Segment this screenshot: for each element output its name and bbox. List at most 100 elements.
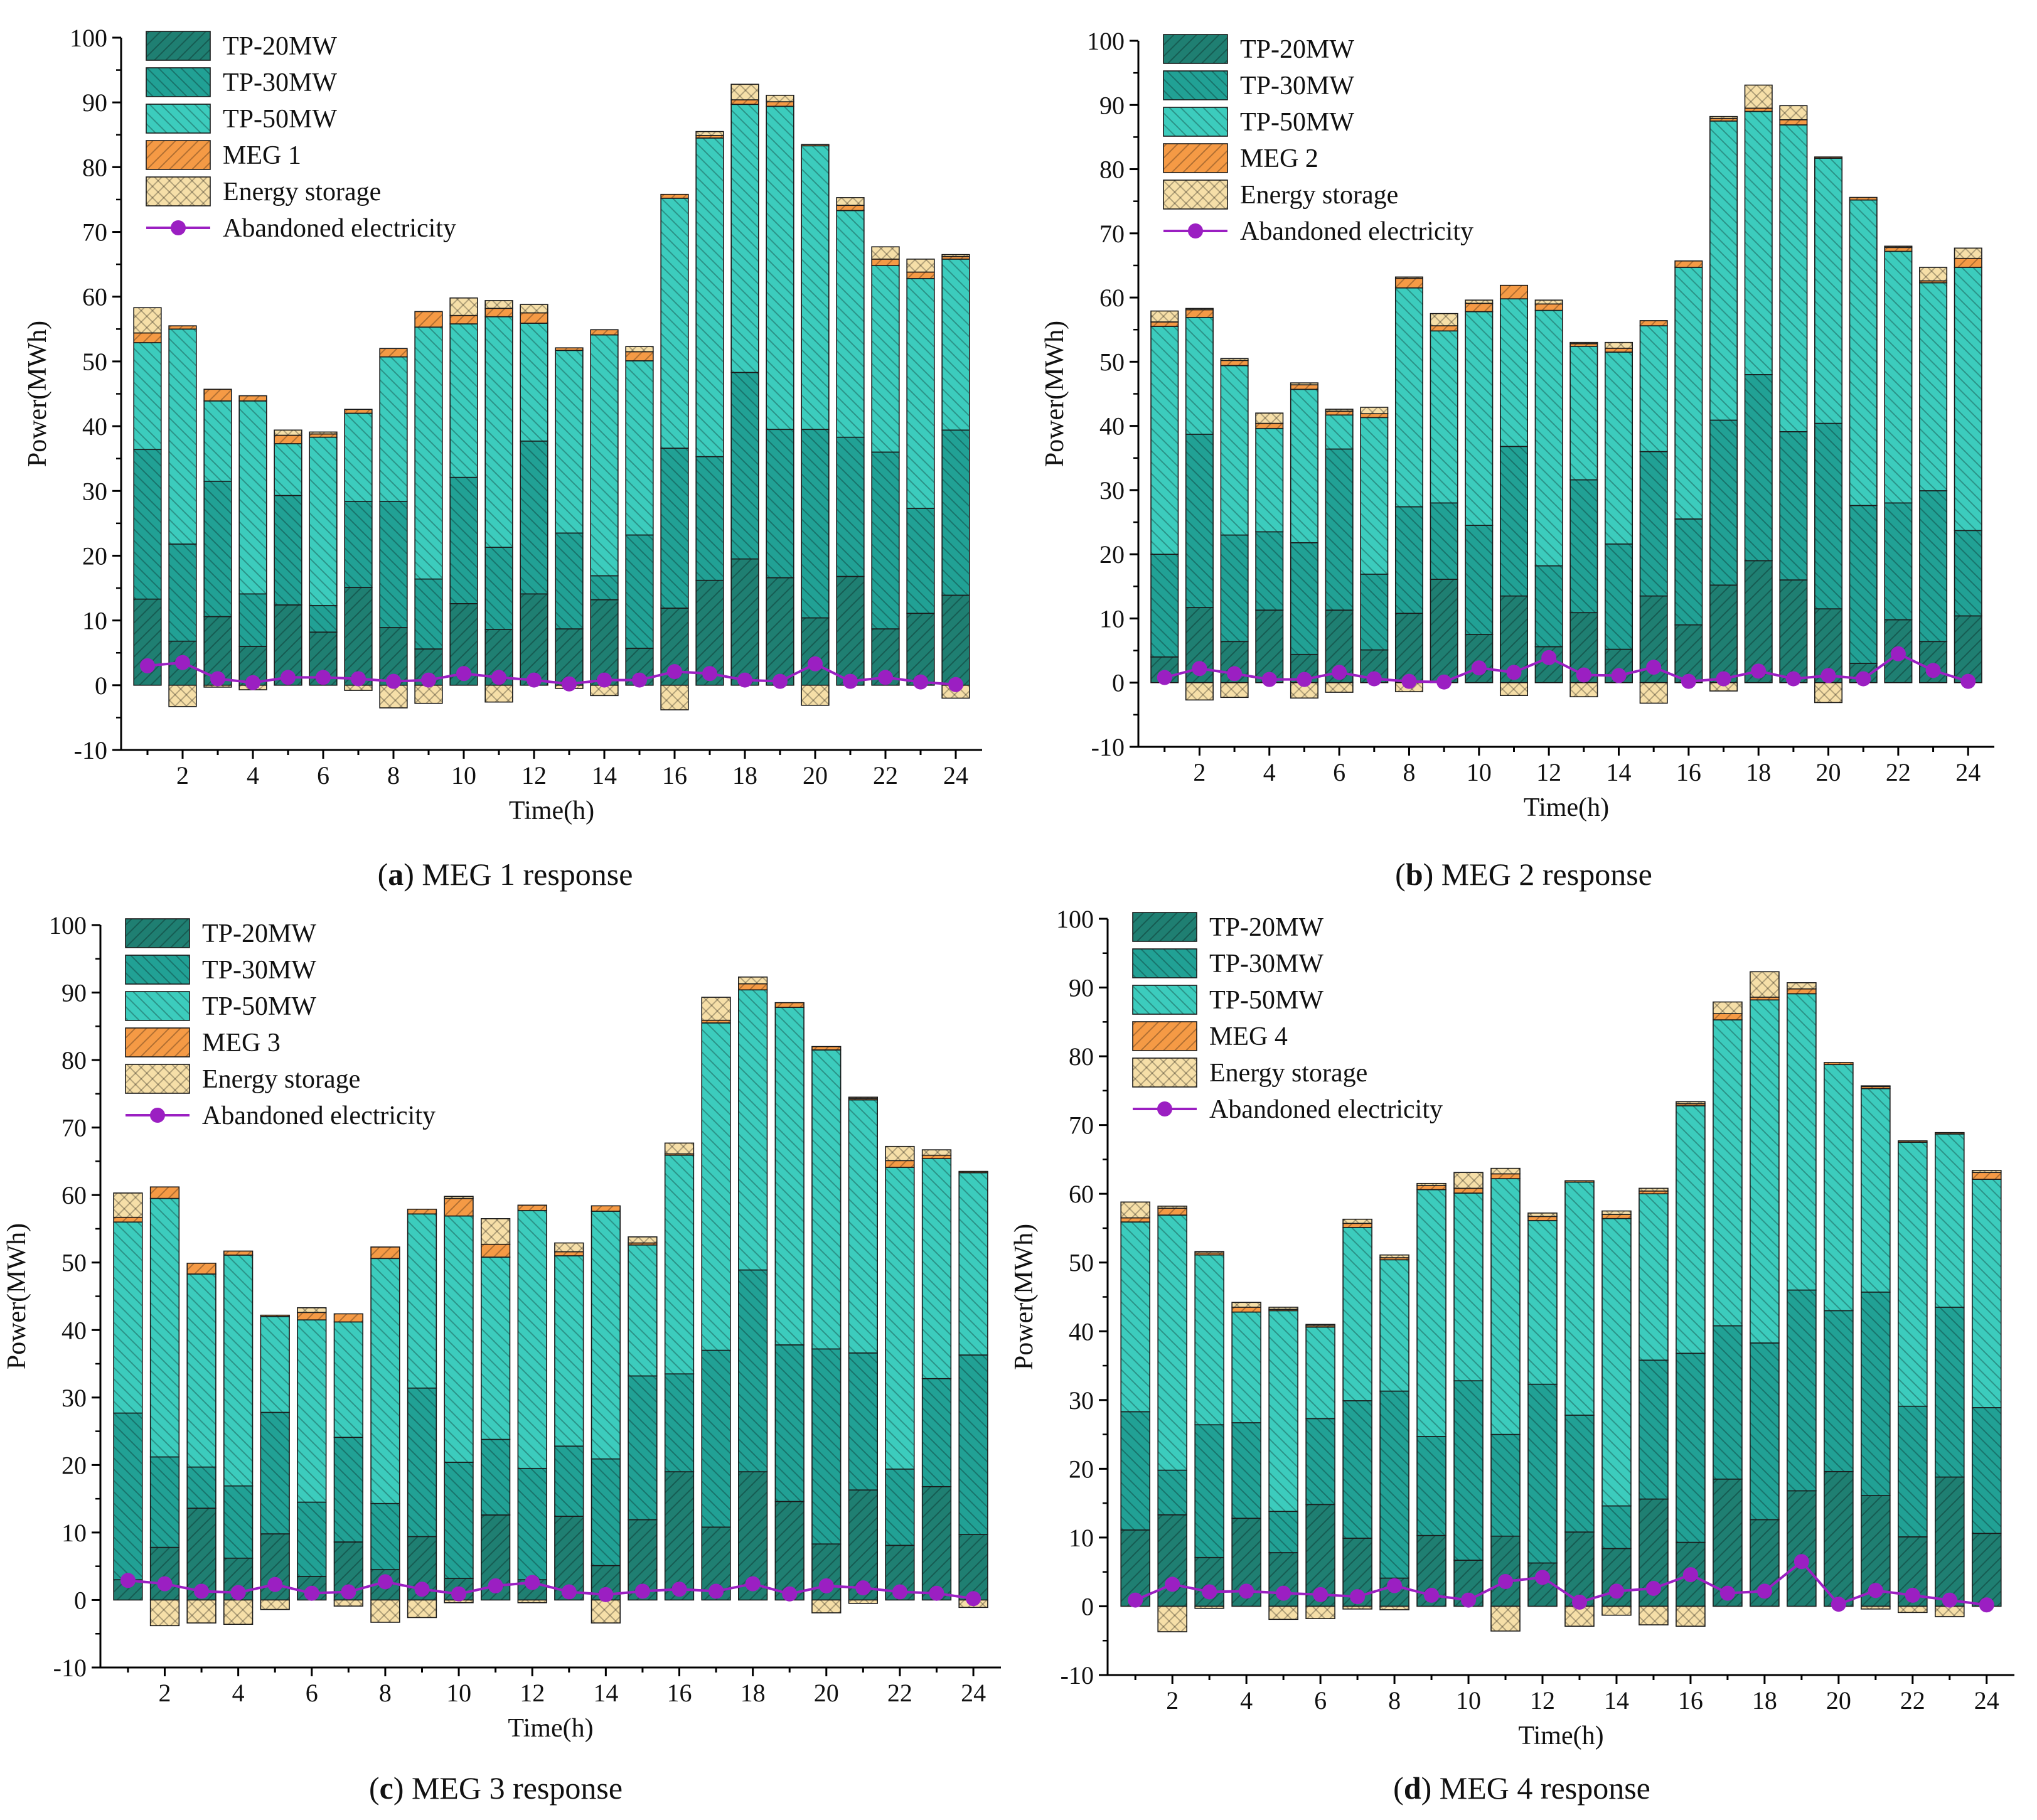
bar-tp-50mw-h20 — [801, 145, 830, 431]
legend-swatch-1 — [146, 31, 211, 61]
bar-tp-20mw-h18 — [730, 558, 759, 686]
bar-tp-30mw-h24 — [958, 1354, 988, 1535]
bar-tp-50mw-h8 — [1379, 1259, 1409, 1392]
abandoned-electricity-point-h8 — [1387, 1578, 1403, 1593]
y-tick-label: 100 — [1056, 905, 1094, 933]
bar-meg-4-h12 — [1527, 1216, 1558, 1221]
bar-tp-50mw-h12 — [1534, 309, 1563, 567]
bar-meg-3-h14 — [591, 1205, 621, 1212]
bar-energy-storage-charging-h14 — [1601, 1605, 1632, 1616]
bar-meg-3-h12 — [517, 1204, 547, 1211]
legend-label-2: TP-30MW — [1240, 72, 1354, 100]
bar-tp-50mw-h13 — [1564, 1181, 1595, 1416]
bar-energy-storage-h19 — [1779, 105, 1808, 120]
bar-tp-50mw-h4 — [1231, 1311, 1261, 1423]
abandoned-electricity-point-h6 — [1313, 1587, 1329, 1602]
bar-meg-3-h4 — [223, 1250, 254, 1256]
bar-tp-50mw-h6 — [309, 436, 338, 606]
bar-tp-30mw-h22 — [1898, 1405, 1928, 1538]
bar-energy-storage-charging-h7 — [1342, 1605, 1372, 1610]
panel-caption: (d) MEG 4 response — [1393, 1770, 1650, 1806]
x-tick-label: 20 — [1826, 1686, 1851, 1715]
bar-meg-4-h11 — [1490, 1173, 1521, 1179]
abandoned-electricity-point-h8 — [1401, 673, 1417, 689]
bar-tp-20mw-h8 — [1394, 613, 1423, 683]
bar-tp-50mw-h9 — [1416, 1189, 1446, 1437]
x-tick-label: 20 — [814, 1679, 839, 1707]
legend-label-1: TP-20MW — [1209, 913, 1323, 942]
bar-tp-30mw-h16 — [660, 447, 689, 609]
panel-caption: (b) MEG 2 response — [1395, 857, 1652, 892]
bar-tp-50mw-h5 — [1268, 1310, 1298, 1512]
legend-label-6: Abandoned electricity — [1209, 1095, 1443, 1124]
bar-meg-4-h9 — [1416, 1185, 1446, 1191]
bar-tp-30mw-h14 — [591, 1458, 621, 1566]
bar-tp-30mw-h10 — [449, 476, 478, 604]
caption-paren-open: ( — [378, 857, 388, 892]
bar-energy-storage-h8 — [1379, 1254, 1409, 1258]
bar-energy-storage-charging-h5 — [1268, 1605, 1298, 1620]
panel-caption: (c) MEG 3 response — [369, 1770, 623, 1806]
bar-meg-2-h6 — [1325, 410, 1354, 416]
x-tick-label: 18 — [1746, 758, 1771, 786]
legend-swatch-2 — [1163, 70, 1228, 100]
bar-tp-30mw-h1 — [113, 1412, 143, 1580]
bar-meg-3-h22 — [885, 1160, 915, 1168]
bar-tp-50mw-h7 — [1360, 417, 1389, 575]
abandoned-electricity-point-h4 — [245, 675, 260, 690]
y-tick-label: -10 — [53, 1654, 87, 1682]
bar-tp-30mw-h4 — [223, 1485, 254, 1559]
bar-tp-20mw-h16 — [1674, 624, 1703, 683]
bar-meg-1-h9 — [414, 311, 443, 328]
bar-meg-1-h22 — [871, 259, 900, 266]
bar-meg-1-h18 — [730, 99, 759, 105]
legend-label-2: TP-30MW — [202, 956, 316, 985]
abandoned-electricity-point-h23 — [1942, 1592, 1957, 1608]
bar-meg-1-h4 — [238, 395, 267, 402]
abandoned-electricity-point-h12 — [525, 1575, 540, 1590]
bar-energy-storage-h9 — [1430, 313, 1458, 326]
bar-meg-2-h24 — [1954, 257, 1982, 268]
bar-tp-30mw-h8 — [370, 1502, 400, 1570]
bar-tp-50mw-h12 — [517, 1210, 547, 1469]
bar-tp-30mw-h6 — [1305, 1418, 1335, 1506]
bar-energy-storage-h12 — [520, 304, 548, 314]
abandoned-electricity-point-h19 — [1785, 671, 1801, 687]
bar-tp-30mw-h18 — [1744, 374, 1773, 562]
bar-energy-storage-charging-h23 — [1934, 1605, 1965, 1617]
abandoned-electricity-point-h16 — [667, 664, 682, 680]
bar-tp-50mw-h3 — [186, 1273, 217, 1468]
bar-energy-storage-h5 — [1290, 382, 1318, 385]
bar-tp-30mw-h9 — [407, 1387, 437, 1538]
bar-tp-30mw-h13 — [555, 532, 584, 629]
bar-energy-storage-h7 — [1342, 1218, 1372, 1224]
bar-meg-1-h7 — [344, 409, 373, 414]
abandoned-electricity-point-h3 — [1227, 666, 1243, 682]
bar-energy-storage-h3 — [1194, 1251, 1224, 1254]
bar-energy-storage-h13 — [554, 1242, 584, 1253]
bar-tp-50mw-h2 — [149, 1197, 180, 1458]
bar-meg-3-h6 — [297, 1312, 327, 1320]
y-tick-label: 60 — [1099, 284, 1125, 312]
bar-meg-3-h8 — [370, 1246, 400, 1260]
y-tick-label: 80 — [1069, 1042, 1094, 1071]
bar-tp-50mw-h22 — [1884, 250, 1913, 504]
y-tick-label: 10 — [1069, 1524, 1094, 1552]
bar-energy-storage-h24 — [1954, 247, 1982, 259]
bar-tp-30mw-h21 — [848, 1352, 878, 1491]
legend-swatch-5 — [1132, 1057, 1197, 1088]
bar-tp-50mw-h23 — [921, 1158, 952, 1379]
caption-text: MEG 1 response — [414, 857, 633, 892]
bar-energy-storage-charging-h4 — [223, 1599, 254, 1625]
y-tick-label: 90 — [1069, 974, 1094, 1002]
bar-meg-2-h7 — [1360, 413, 1389, 419]
bar-tp-30mw-h7 — [1360, 574, 1389, 651]
abandoned-electricity-point-h17 — [1719, 1585, 1735, 1601]
bar-tp-30mw-h7 — [1342, 1400, 1372, 1539]
abandoned-electricity-point-h17 — [708, 1583, 724, 1599]
caption-text: MEG 2 response — [1433, 857, 1652, 892]
abandoned-electricity-point-h16 — [671, 1582, 687, 1597]
y-tick-label: 40 — [1069, 1317, 1094, 1346]
bar-tp-50mw-h2 — [168, 328, 197, 545]
